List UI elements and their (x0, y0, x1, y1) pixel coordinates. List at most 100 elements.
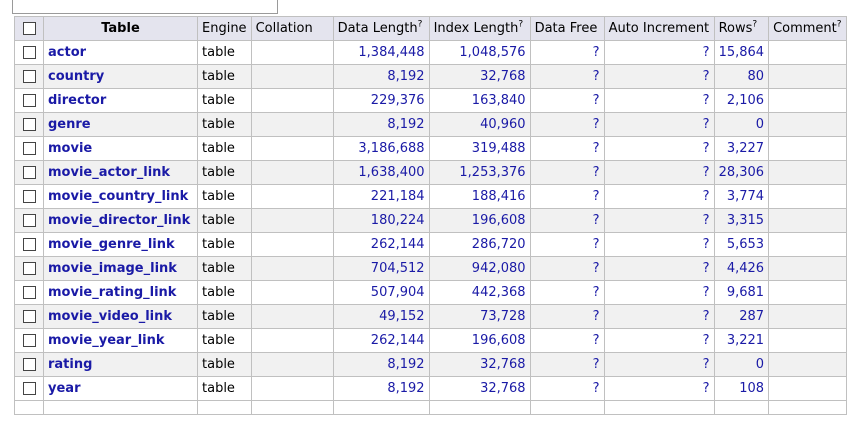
row-checkbox[interactable] (22, 310, 36, 323)
auto-increment-cell: ? (603, 64, 715, 89)
col-header-rows[interactable]: Rows? (713, 16, 770, 41)
col-header-data-length-label: Data Length (337, 21, 418, 36)
table-row: movie_image_link table 704,512 942,080?? 4,4… (14, 256, 847, 281)
table-name-link[interactable]: movie_image_link (43, 256, 198, 281)
select-all-checkbox[interactable] (22, 22, 36, 35)
table-name-link[interactable]: movie_director_link (43, 208, 198, 233)
rows-cell: 4,426 (713, 256, 770, 281)
help-marker[interactable]: ? (836, 19, 842, 30)
row-checkbox[interactable] (22, 142, 36, 155)
collation-cell (250, 208, 334, 233)
rows-cell: 3,227 (713, 136, 770, 161)
row-select-cell (14, 64, 44, 89)
table-row: movie_video_link table 49,152 73,728?? 287 (14, 304, 847, 329)
row-checkbox[interactable] (22, 214, 36, 227)
col-header-comment[interactable]: Comment? (768, 16, 847, 41)
table-name-link[interactable]: movie (43, 136, 198, 161)
data-length-cell: 221,184 (332, 184, 430, 209)
row-select-cell (14, 328, 44, 353)
help-marker[interactable]: ? (518, 19, 524, 30)
table-header-row: Table Engine Collation Data Length? Inde… (14, 16, 847, 41)
totals-cell (713, 400, 770, 415)
col-header-auto-increment[interactable]: Auto Increment (603, 16, 715, 41)
collation-cell (250, 256, 334, 281)
data-length-cell: 3,186,688 (332, 136, 430, 161)
totals-cell (332, 400, 430, 415)
comment-cell (768, 376, 847, 401)
table-name-link[interactable]: movie_country_link (43, 184, 198, 209)
row-select-cell (14, 280, 44, 305)
row-checkbox[interactable] (22, 166, 36, 179)
table-name-link[interactable]: country (43, 64, 198, 89)
row-select-cell (14, 160, 44, 185)
collation-cell (250, 160, 334, 185)
comment-cell (768, 160, 847, 185)
row-checkbox[interactable] (22, 382, 36, 395)
auto-increment-cell: ? (603, 40, 715, 65)
row-checkbox[interactable] (22, 358, 36, 371)
col-header-collation[interactable]: Collation (250, 16, 334, 41)
rows-cell: 80 (713, 64, 770, 89)
auto-increment-cell: ? (603, 280, 715, 305)
engine-cell: table (197, 328, 252, 353)
row-select-cell (14, 112, 44, 137)
col-header-index-length[interactable]: Index Length? (428, 16, 531, 41)
top-input-field[interactable] (12, 0, 278, 14)
engine-cell: table (197, 280, 252, 305)
data-free-cell: ? (529, 280, 605, 305)
table-name-link[interactable]: movie_actor_link (43, 160, 198, 185)
comment-cell (768, 40, 847, 65)
auto-increment-cell: ? (603, 208, 715, 233)
row-checkbox[interactable] (22, 46, 36, 59)
collation-cell (250, 136, 334, 161)
comment-cell (768, 136, 847, 161)
row-checkbox[interactable] (22, 118, 36, 131)
data-free-cell: ? (529, 328, 605, 353)
table-name-link[interactable]: genre (43, 112, 198, 137)
table-name-link[interactable]: movie_video_link (43, 304, 198, 329)
table-name-link[interactable]: year (43, 376, 198, 401)
row-select-cell (14, 184, 44, 209)
data-length-cell: 8,192 (332, 376, 430, 401)
totals-cell (428, 400, 531, 415)
comment-cell (768, 208, 847, 233)
col-header-rows-label: Rows (718, 21, 753, 36)
auto-increment-cell: ? (603, 160, 715, 185)
index-length-cell: 942,080 (428, 256, 531, 281)
col-header-table[interactable]: Table (43, 16, 198, 41)
row-checkbox[interactable] (22, 238, 36, 251)
row-checkbox[interactable] (22, 334, 36, 347)
col-header-data-free[interactable]: Data Free (529, 16, 605, 41)
table-row: year table 8,192 32,768?? 108 (14, 376, 847, 401)
help-marker[interactable]: ? (752, 19, 758, 30)
data-length-cell: 704,512 (332, 256, 430, 281)
table-name-link[interactable]: movie_rating_link (43, 280, 198, 305)
row-checkbox[interactable] (22, 94, 36, 107)
collation-cell (250, 112, 334, 137)
rows-cell: 15,864 (713, 40, 770, 65)
col-header-engine[interactable]: Engine (197, 16, 252, 41)
row-checkbox[interactable] (22, 70, 36, 83)
row-checkbox[interactable] (22, 262, 36, 275)
comment-cell (768, 184, 847, 209)
table-name-link[interactable]: actor (43, 40, 198, 65)
totals-cell (197, 400, 252, 415)
tables-list: Table Engine Collation Data Length? Inde… (14, 16, 847, 415)
row-select-cell (14, 208, 44, 233)
row-checkbox[interactable] (22, 286, 36, 299)
rows-cell: 3,221 (713, 328, 770, 353)
row-select-cell (14, 88, 44, 113)
comment-cell (768, 304, 847, 329)
row-checkbox[interactable] (22, 190, 36, 203)
col-header-data-length[interactable]: Data Length? (332, 16, 430, 41)
table-name-link[interactable]: movie_year_link (43, 328, 198, 353)
table-row: actor table 1,384,448 1,048,576?? 15,864 (14, 40, 847, 65)
table-name-link[interactable]: rating (43, 352, 198, 377)
comment-cell (768, 280, 847, 305)
comment-cell (768, 88, 847, 113)
totals-cell (603, 400, 715, 415)
table-name-link[interactable]: director (43, 88, 198, 113)
table-name-link[interactable]: movie_genre_link (43, 232, 198, 257)
engine-cell: table (197, 352, 252, 377)
help-marker[interactable]: ? (417, 19, 423, 30)
